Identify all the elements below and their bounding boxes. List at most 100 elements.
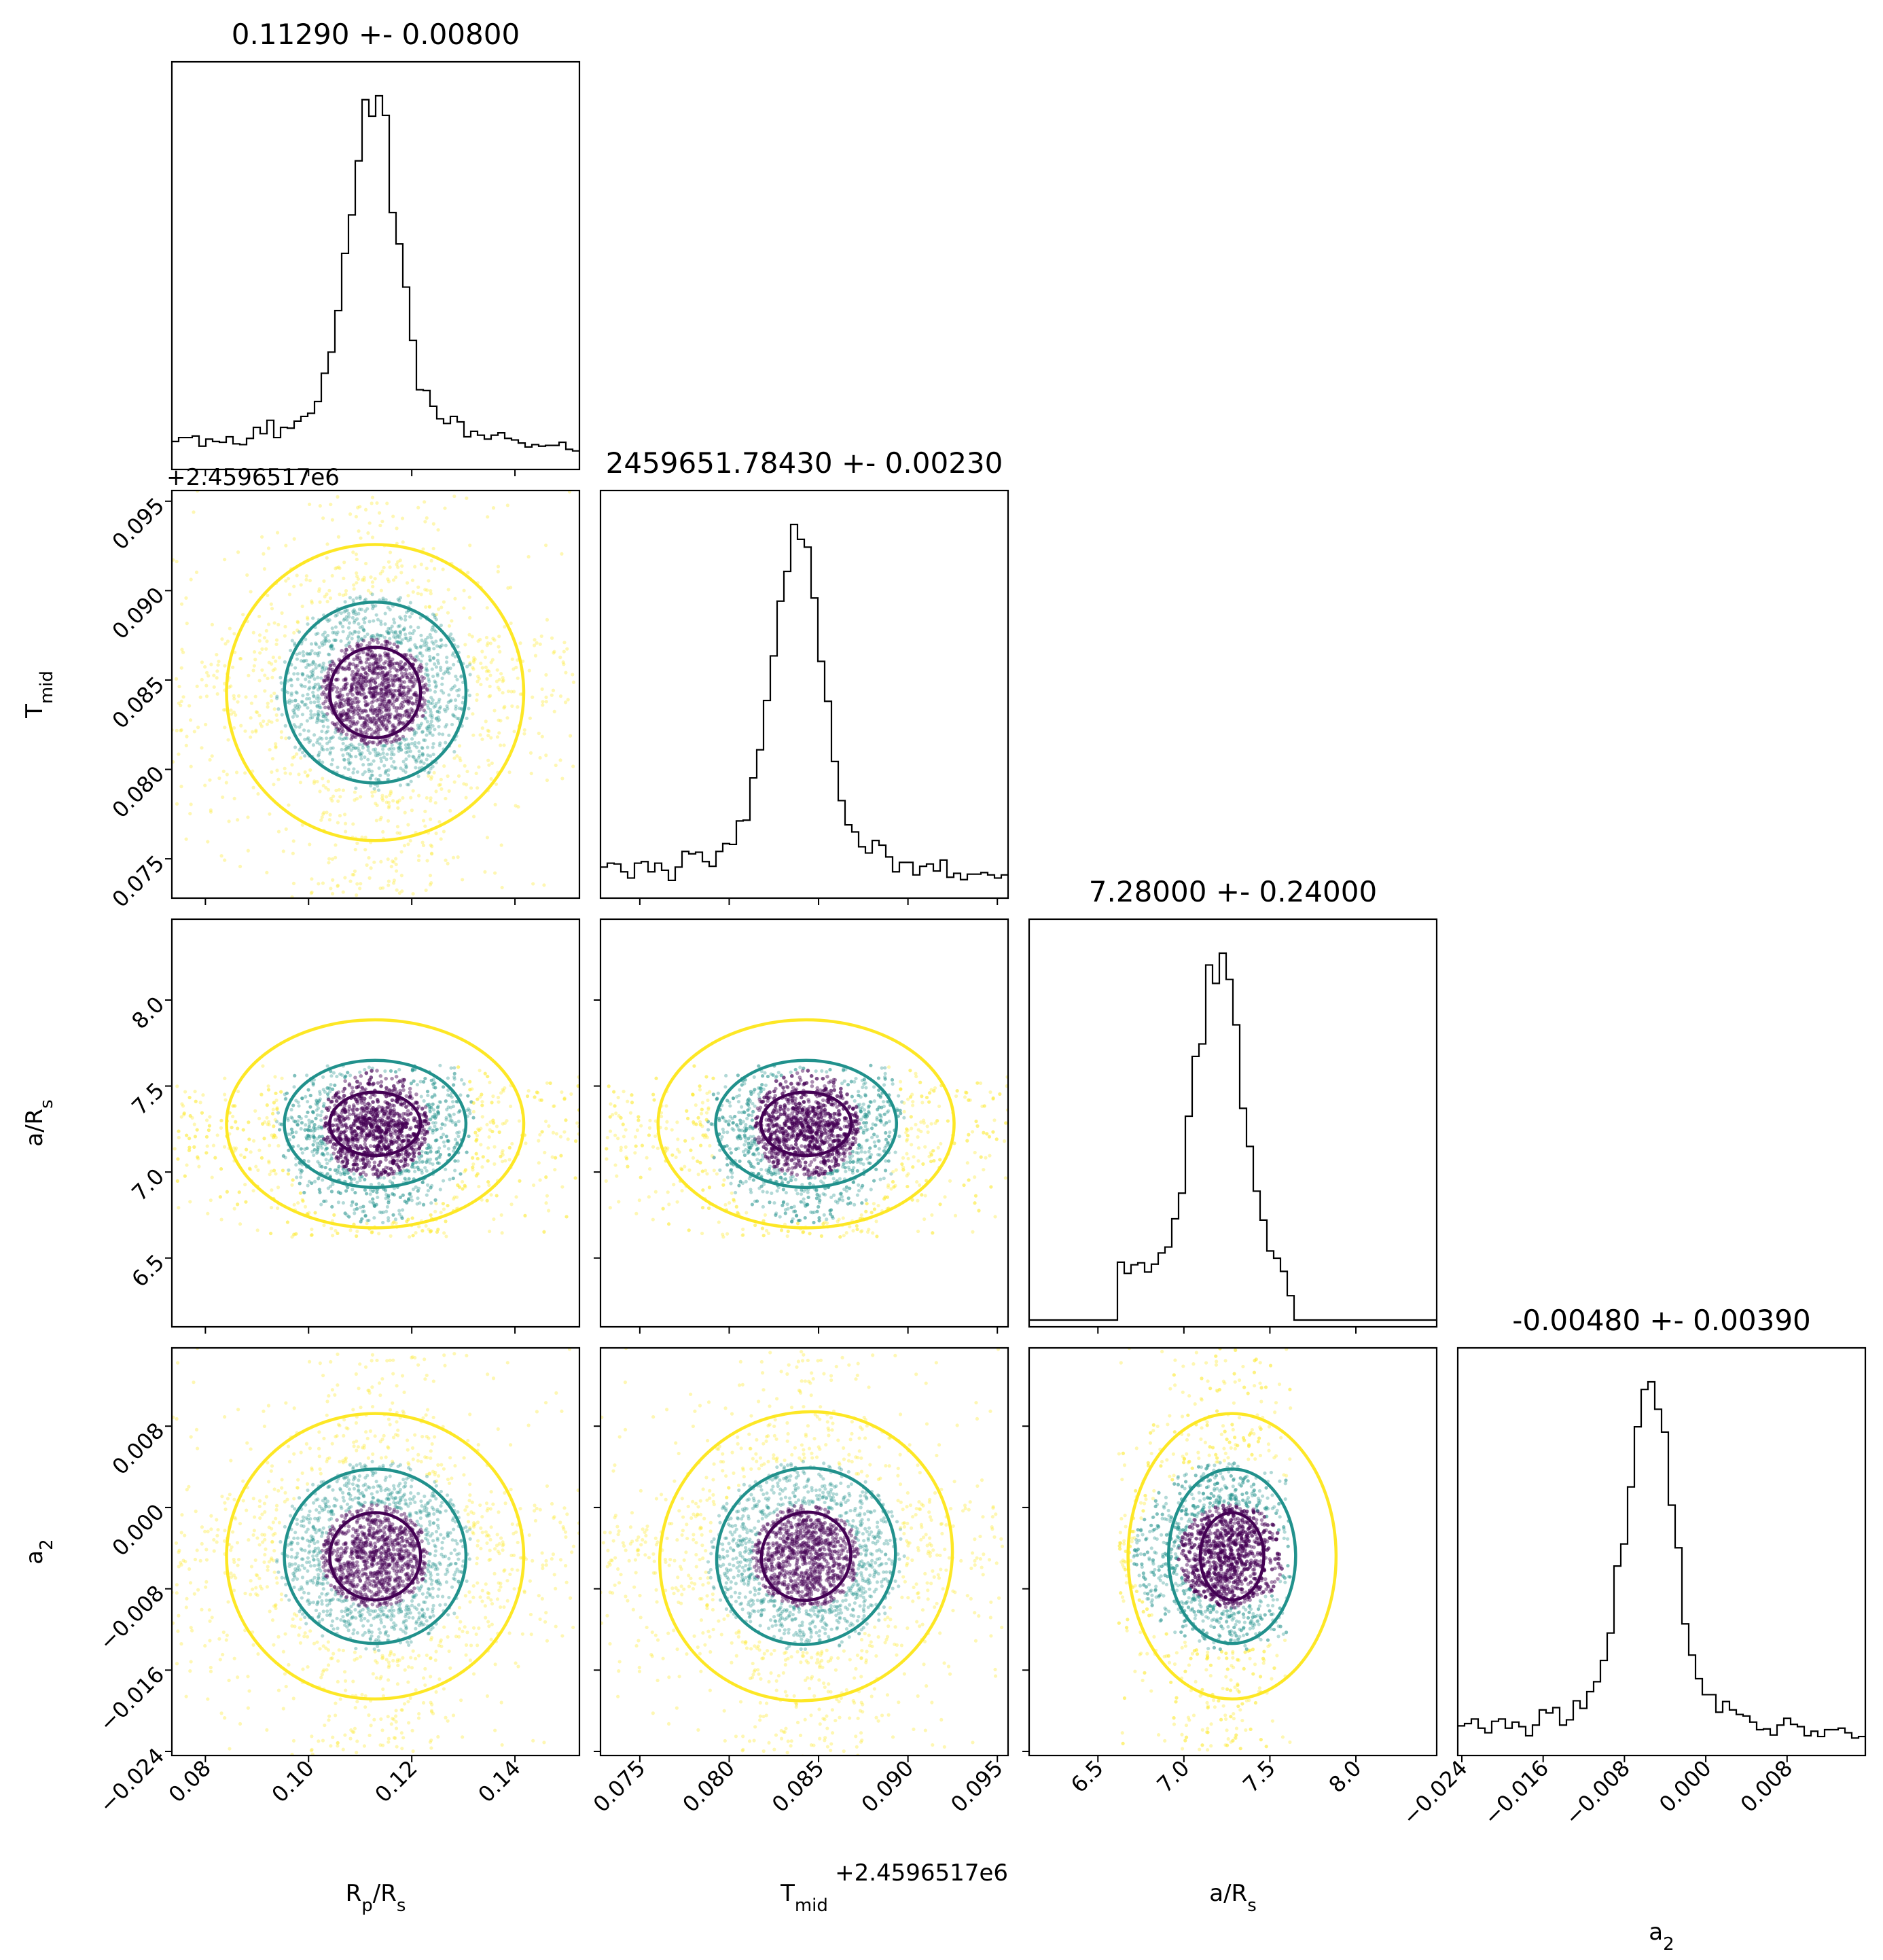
- x-tick-label-ars-2: 7.5: [1238, 1755, 1280, 1798]
- scatter-frame-ars-vs-tmid: [599, 918, 1009, 1328]
- x-tick-label-ars-3: 8.0: [1324, 1755, 1367, 1798]
- scatter-frame-a2-vs-tmid: [599, 1347, 1009, 1757]
- x-tick-label-ars-0: 6.5: [1066, 1755, 1109, 1798]
- y-tick-label-ars-2: 7.5: [126, 1077, 169, 1120]
- y-axis-label-ars: a/Rs: [21, 1099, 57, 1146]
- contour-2sigma-a2-vs-tmid: [715, 1466, 897, 1646]
- contour-2sigma-a2-vs-rp: [283, 1467, 468, 1645]
- scatter-cloud-a2-vs-rp: [172, 1348, 579, 1756]
- x-tick-label-rp-2: 0.12: [370, 1755, 422, 1807]
- scatter-panel-a2-vs-rp: [165, 1347, 581, 1762]
- histogram-frame-rp: [171, 60, 581, 471]
- histogram-panel-rp: 0.11290 +- 0.00800: [171, 18, 581, 476]
- contour-2sigma-a2-vs-ars: [1166, 1467, 1297, 1645]
- x-tick-label-tmid-1: 0.080: [677, 1755, 740, 1817]
- y-tick-label-tmid-2: 0.085: [107, 671, 169, 734]
- x-tick-label-a2-3: 0.000: [1654, 1755, 1717, 1817]
- x-tick-label-a2-2: −0.008: [1560, 1755, 1635, 1830]
- histogram-title-ars: 7.28000 +- 0.24000: [1089, 875, 1377, 908]
- x-axis-rp: 0.08 0.10 0.12 0.14 Rp/Rs: [164, 1755, 526, 1916]
- scatter-cloud-a2-vs-ars: [1117, 1348, 1338, 1752]
- contour-3sigma-ars-vs-tmid: [656, 1018, 956, 1230]
- x-offset-label-tmid: +2.4596517e6: [835, 1859, 1008, 1887]
- x-tick-label-ars-1: 7.0: [1152, 1755, 1195, 1798]
- scatter-cloud-ars-vs-tmid: [604, 1018, 1008, 1239]
- x-tick-label-a2-1: −0.016: [1479, 1755, 1554, 1830]
- scatter-frame-ars-vs-rp: [171, 918, 581, 1328]
- y-tick-label-a2-2: −0.008: [94, 1580, 170, 1656]
- y-tick-label-tmid-4: 0.095: [107, 493, 169, 555]
- y-tick-label-tmid-0: 0.075: [107, 850, 169, 912]
- y-axis-label-tmid: Tmid: [21, 671, 57, 719]
- x-axis-label-rp: Rp/Rs: [346, 1880, 406, 1916]
- contour-1sigma-tmid-vs-rp: [328, 645, 423, 740]
- contour-3sigma-ars-vs-rp: [225, 1018, 526, 1230]
- y-tick-label-a2-4: 0.008: [107, 1417, 169, 1480]
- histogram-line-ars: [1029, 952, 1437, 1321]
- y-tick-label-ars-1: 7.0: [126, 1163, 169, 1206]
- x-tick-label-rp-3: 0.14: [473, 1755, 525, 1807]
- contour-2sigma-tmid-vs-rp: [283, 600, 468, 785]
- contour-3sigma-a2-vs-ars: [1126, 1412, 1338, 1701]
- scatter-frame-a2-vs-rp: [171, 1347, 581, 1757]
- scatter-panel-a2-vs-tmid: [594, 1347, 1009, 1762]
- contour-3sigma-tmid-vs-rp: [225, 543, 526, 842]
- histogram-frame-a2: [1456, 1347, 1867, 1757]
- contour-3sigma-a2-vs-tmid: [658, 1410, 954, 1703]
- y-axis-a2: −0.024−0.016−0.008 0.000 0.008 a2: [21, 1417, 169, 1817]
- contour-3sigma-a2-vs-rp: [225, 1412, 526, 1701]
- scatter-panel-ars-vs-tmid: [594, 918, 1009, 1334]
- y-tick-label-ars-0: 6.5: [126, 1249, 169, 1292]
- histogram-line-tmid: [600, 523, 1008, 881]
- histogram-frame-tmid: [599, 489, 1009, 899]
- y-tick-label-tmid-3: 0.090: [107, 582, 169, 645]
- contour-2sigma-ars-vs-rp: [283, 1058, 468, 1190]
- x-axis-label-a2: a2: [1649, 1919, 1674, 1955]
- x-axis-tmid: 0.075 0.080 0.085 0.090 0.095 Tmid+2.4596517e…: [588, 1755, 1008, 1916]
- scatter-panel-a2-vs-ars: [1022, 1347, 1438, 1762]
- contour-1sigma-ars-vs-tmid: [759, 1090, 853, 1158]
- y-axis-tmid: 0.075 0.080 0.085 0.090 0.095 Tmid: [21, 493, 169, 912]
- x-tick-label-a2-0: −0.024: [1397, 1755, 1473, 1830]
- x-tick-label-tmid-4: 0.095: [946, 1755, 1008, 1817]
- y-tick-label-ars-3: 8.0: [126, 991, 169, 1034]
- y-tick-label-a2-1: −0.016: [94, 1662, 170, 1737]
- x-tick-label-tmid-0: 0.075: [588, 1755, 651, 1817]
- x-tick-label-rp-0: 0.08: [164, 1755, 216, 1807]
- contour-1sigma-ars-vs-rp: [328, 1090, 423, 1158]
- histogram-frame-ars: [1028, 918, 1438, 1328]
- x-axis-label-tmid: Tmid: [780, 1880, 828, 1916]
- histogram-line-rp: [172, 94, 579, 452]
- corner-panels: 0.11290 +- 0.00800 2459651.78430 +- 0.002…: [21, 18, 1867, 1955]
- scatter-frame-tmid-vs-rp: [171, 489, 581, 899]
- x-tick-label-tmid-3: 0.090: [857, 1755, 919, 1817]
- histogram-title-rp: 0.11290 +- 0.00800: [232, 18, 520, 51]
- y-offset-label-row-1: +2.4596517e6: [166, 464, 340, 491]
- scatter-frame-a2-vs-ars: [1028, 1347, 1438, 1757]
- x-axis-a2: −0.024 −0.016 −0.008 0.000 0.008 a2: [1397, 1755, 1797, 1955]
- histogram-line-a2: [1458, 1380, 1865, 1739]
- y-tick-label-a2-0: −0.024: [94, 1743, 170, 1818]
- histogram-panel-tmid: 2459651.78430 +- 0.00230: [599, 446, 1009, 905]
- histogram-title-a2: -0.00480 +- 0.00390: [1512, 1304, 1811, 1337]
- scatter-panel-ars-vs-rp: [165, 918, 581, 1334]
- x-tick-label-rp-1: 0.10: [267, 1755, 319, 1807]
- scatter-cloud-ars-vs-rp: [173, 1018, 579, 1239]
- scatter-cloud-tmid-vs-rp: [172, 491, 576, 898]
- histogram-title-tmid: 2459651.78430 +- 0.00230: [606, 446, 1003, 480]
- contour-1sigma-a2-vs-rp: [328, 1511, 423, 1602]
- scatter-cloud-a2-vs-tmid: [600, 1348, 1005, 1756]
- x-tick-label-tmid-2: 0.085: [767, 1755, 829, 1817]
- x-axis-label-ars: a/Rs: [1209, 1880, 1256, 1916]
- x-tick-label-a2-4: 0.008: [1736, 1755, 1798, 1817]
- contour-2sigma-ars-vs-tmid: [714, 1058, 899, 1190]
- x-axis-ars: 6.5 7.0 7.5 8.0 a/Rs: [1066, 1755, 1367, 1916]
- scatter-panel-tmid-vs-rp: [165, 489, 581, 905]
- contour-1sigma-a2-vs-ars: [1198, 1511, 1266, 1602]
- y-tick-label-tmid-1: 0.080: [107, 761, 169, 823]
- histogram-panel-a2: -0.00480 +- 0.00390: [1456, 1304, 1867, 1762]
- y-axis-label-a2: a2: [21, 1539, 57, 1564]
- y-tick-label-a2-3: 0.000: [107, 1499, 169, 1561]
- histogram-panel-ars: 7.28000 +- 0.24000: [1028, 875, 1438, 1334]
